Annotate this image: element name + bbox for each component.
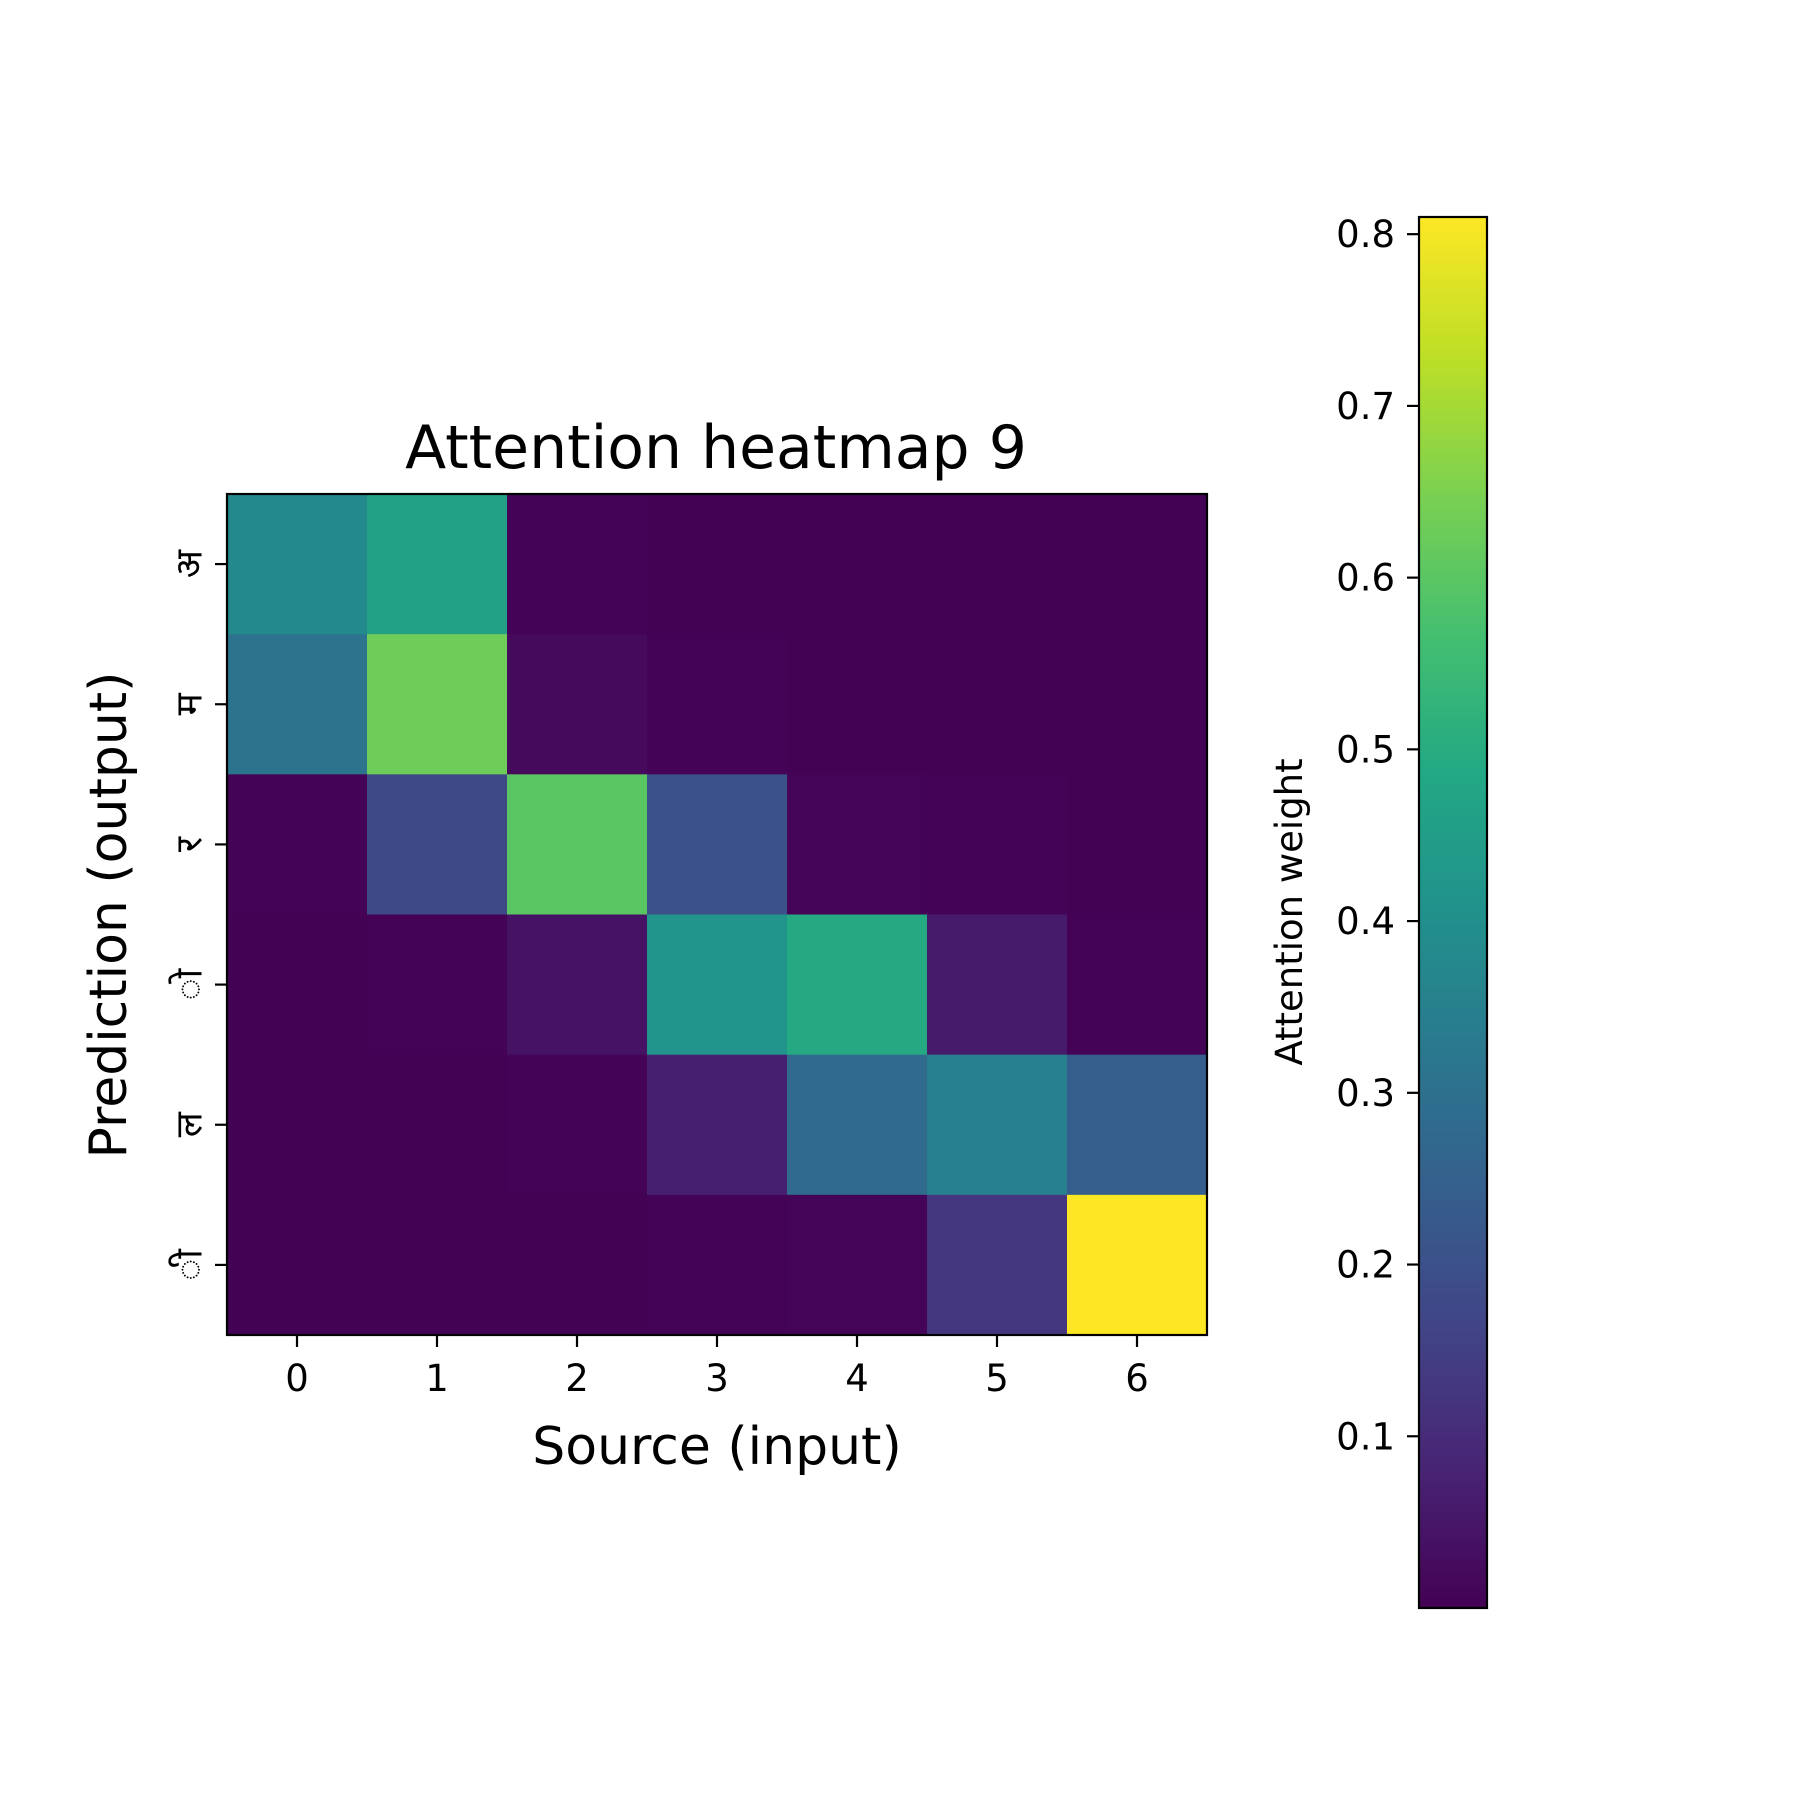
colorbar-tick-label: 0.8 xyxy=(1336,213,1395,256)
y-tick-label: म xyxy=(168,692,211,715)
chart-title: Attention heatmap 9 xyxy=(405,413,1027,483)
y-tick-label: र xyxy=(168,836,211,852)
heatmap-cell xyxy=(927,1054,1068,1196)
x-axis-ticks: 0 1 2 3 4 5 6 xyxy=(285,1335,1149,1400)
heatmap-cell xyxy=(1067,1054,1208,1196)
heatmap-cell xyxy=(227,774,368,916)
colorbar-gradient xyxy=(1419,217,1487,1608)
heatmap-cell xyxy=(507,1054,648,1196)
heatmap-cell xyxy=(927,774,1068,916)
x-tick-label: 6 xyxy=(1125,1357,1149,1400)
x-tick-label: 1 xyxy=(425,1357,449,1400)
heatmap-cell xyxy=(1067,774,1208,916)
heatmap-cell xyxy=(647,1054,788,1196)
heatmap-cell xyxy=(367,634,508,775)
colorbar-ticks: 0.1 0.2 0.3 0.4 0.5 0.6 0.7 0.8 xyxy=(1336,213,1419,1458)
heatmap-cell xyxy=(227,1194,368,1336)
heatmap-cell xyxy=(507,774,648,916)
heatmap-cell xyxy=(1067,914,1208,1056)
heatmap-cell xyxy=(507,634,648,775)
colorbar-tick-label: 0.5 xyxy=(1336,728,1395,771)
heatmap-cell xyxy=(787,1054,928,1196)
colorbar-label: Attention weight xyxy=(1268,758,1311,1065)
heatmap-cell xyxy=(367,774,508,916)
colorbar-tick-label: 0.3 xyxy=(1336,1072,1395,1115)
heatmap-cell xyxy=(927,494,1068,635)
x-axis-label: Source (input) xyxy=(532,1417,901,1477)
colorbar-tick-label: 0.7 xyxy=(1336,385,1395,428)
heatmap-cell xyxy=(1067,494,1208,635)
colorbar-tick-label: 0.4 xyxy=(1336,900,1395,943)
heatmap-cell xyxy=(927,634,1068,775)
heatmap-cell xyxy=(927,914,1068,1056)
heatmap-cell xyxy=(507,1194,648,1336)
heatmap-cell xyxy=(227,634,368,775)
colorbar-tick-label: 0.1 xyxy=(1336,1415,1395,1458)
x-tick-label: 5 xyxy=(985,1357,1009,1400)
heatmap-cell xyxy=(507,494,648,635)
heatmap-cell xyxy=(787,774,928,916)
heatmap-cell xyxy=(647,914,788,1056)
heatmap-cell xyxy=(367,914,508,1056)
x-tick-label: 2 xyxy=(565,1357,589,1400)
y-axis-ticks: अ म रो ली xyxy=(168,549,227,1281)
colorbar-tick-label: 0.6 xyxy=(1336,557,1395,600)
heatmap-cell xyxy=(1067,1194,1208,1336)
heatmap-cell xyxy=(227,1054,368,1196)
heatmap-cell xyxy=(1067,634,1208,775)
x-tick-label: 4 xyxy=(845,1357,869,1400)
heatmap-cell xyxy=(647,494,788,635)
colorbar-frame xyxy=(1417,215,1489,1610)
heatmap-cell xyxy=(787,1194,928,1336)
heatmap-cell xyxy=(367,494,508,635)
y-tick-label: अ xyxy=(168,549,211,578)
heatmap-cell xyxy=(647,774,788,916)
heatmap-cell xyxy=(787,914,928,1056)
colorbar-tick-label: 0.2 xyxy=(1336,1244,1395,1287)
y-tick-label: ी xyxy=(168,1248,211,1281)
heatmap-cell xyxy=(647,634,788,775)
heatmap-cell xyxy=(787,494,928,635)
x-tick-label: 0 xyxy=(285,1357,309,1400)
heatmap-cell xyxy=(787,634,928,775)
heatmap-cell xyxy=(927,1194,1068,1336)
heatmap-cell xyxy=(367,1194,508,1336)
y-tick-label: ल xyxy=(168,1111,211,1137)
heatmap-cell xyxy=(507,914,648,1056)
x-tick-label: 3 xyxy=(705,1357,729,1400)
y-axis-label: Prediction (output) xyxy=(79,672,139,1159)
heatmap-cell xyxy=(227,494,368,635)
heatmap-cell xyxy=(647,1194,788,1336)
heatmap-cells xyxy=(227,494,1208,1336)
heatmap-cell xyxy=(227,914,368,1056)
y-tick-label: ो xyxy=(168,967,211,1000)
heatmap-cell xyxy=(367,1054,508,1196)
